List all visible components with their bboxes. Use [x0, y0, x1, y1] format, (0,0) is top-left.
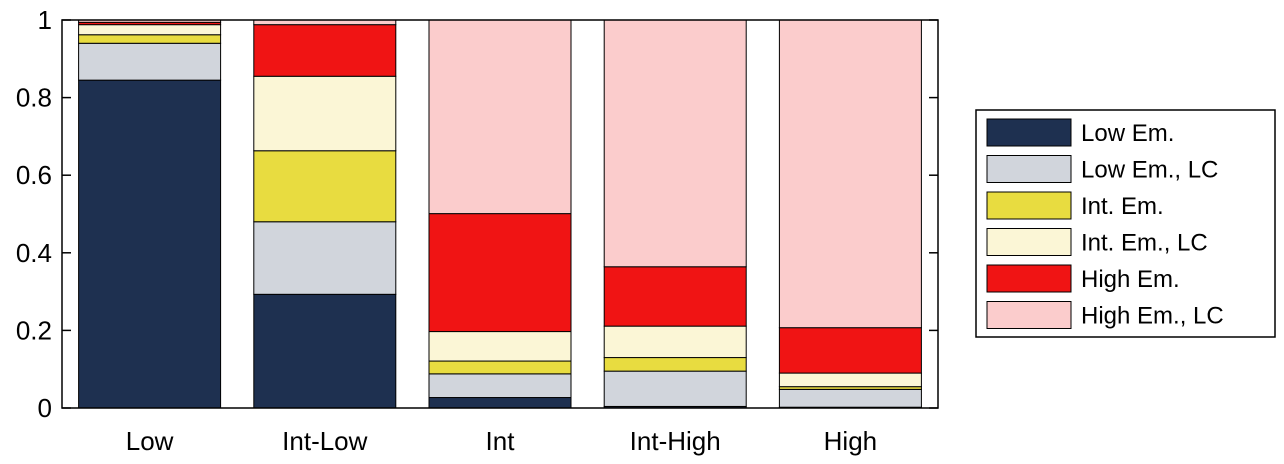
- bar-segment-int-low-2: [253, 150, 397, 223]
- bar-segment-high-1: [778, 388, 922, 408]
- legend-label-3: Int. Em., LC: [1081, 230, 1208, 257]
- legend-swatch-0: [986, 118, 1072, 147]
- bar-segment-low-2: [78, 34, 222, 44]
- bar-segment-int-low-3: [253, 75, 397, 152]
- bar-segment-high-4: [778, 327, 922, 374]
- legend-label-0: Low Em.: [1081, 120, 1174, 147]
- x-tick-label: High: [824, 426, 877, 456]
- bar-segment-int-1: [428, 373, 572, 399]
- bar-segment-low-1: [78, 42, 222, 81]
- axes-layer: Low Int-Low Int Int-High High 0 0.2 0.4 0.6 0.8 1: [16, 5, 938, 456]
- bar-segment-int-low-1: [253, 221, 397, 295]
- x-tick-label: Low: [126, 426, 174, 456]
- y-tick-label: 0: [38, 393, 52, 423]
- y-tick-label: 0.6: [16, 160, 52, 190]
- legend-swatch-3: [986, 228, 1072, 256]
- legend-swatch-5: [986, 301, 1072, 329]
- legend-swatch-4: [986, 264, 1072, 293]
- legend-label-4: High Em.: [1081, 266, 1180, 293]
- legend-label-5: High Em., LC: [1081, 303, 1224, 330]
- bar-segment-int-high-4: [603, 266, 747, 327]
- legend-swatch-2: [986, 191, 1072, 220]
- y-tick-label: 0.4: [16, 238, 52, 268]
- bar-segment-int-high-2: [603, 357, 747, 372]
- legend-label-2: Int. Em.: [1081, 193, 1164, 220]
- bar-segment-int-high-1: [603, 370, 747, 407]
- plot-frame: [61, 19, 939, 409]
- y-tick-label: 0.8: [16, 83, 52, 113]
- bar-segment-int-high-3: [603, 325, 747, 359]
- x-tick-label: Int-High: [630, 426, 721, 456]
- legend-label-1: Low Em., LC: [1081, 157, 1218, 184]
- y-tick-label: 0.2: [16, 315, 52, 345]
- bar-segment-int-5: [428, 19, 572, 215]
- y-tick-label: 1: [38, 5, 52, 35]
- legend: Low Em. Low Em., LC Int. Em. Int. Em., LC Hi…: [975, 109, 1276, 338]
- bars-layer: [78, 19, 922, 409]
- bar-segment-int-2: [428, 360, 572, 375]
- bar-segment-int-0: [428, 397, 572, 409]
- legend-box: [975, 109, 1276, 338]
- bar-segment-int-4: [428, 213, 572, 333]
- bar-segment-int-low-0: [253, 293, 397, 409]
- bar-segment-int-low-4: [253, 24, 397, 77]
- bar-segment-high-5: [778, 19, 922, 329]
- bar-segment-high-3: [778, 372, 922, 388]
- bar-segment-int-3: [428, 331, 572, 362]
- bar-segment-low-0: [78, 79, 222, 409]
- x-tick-label: Int-Low: [282, 426, 367, 456]
- legend-swatch-1: [986, 155, 1072, 183]
- bar-segment-int-high-5: [603, 19, 747, 268]
- bar-segment-low-3: [78, 24, 222, 36]
- x-tick-label: Int: [486, 426, 516, 456]
